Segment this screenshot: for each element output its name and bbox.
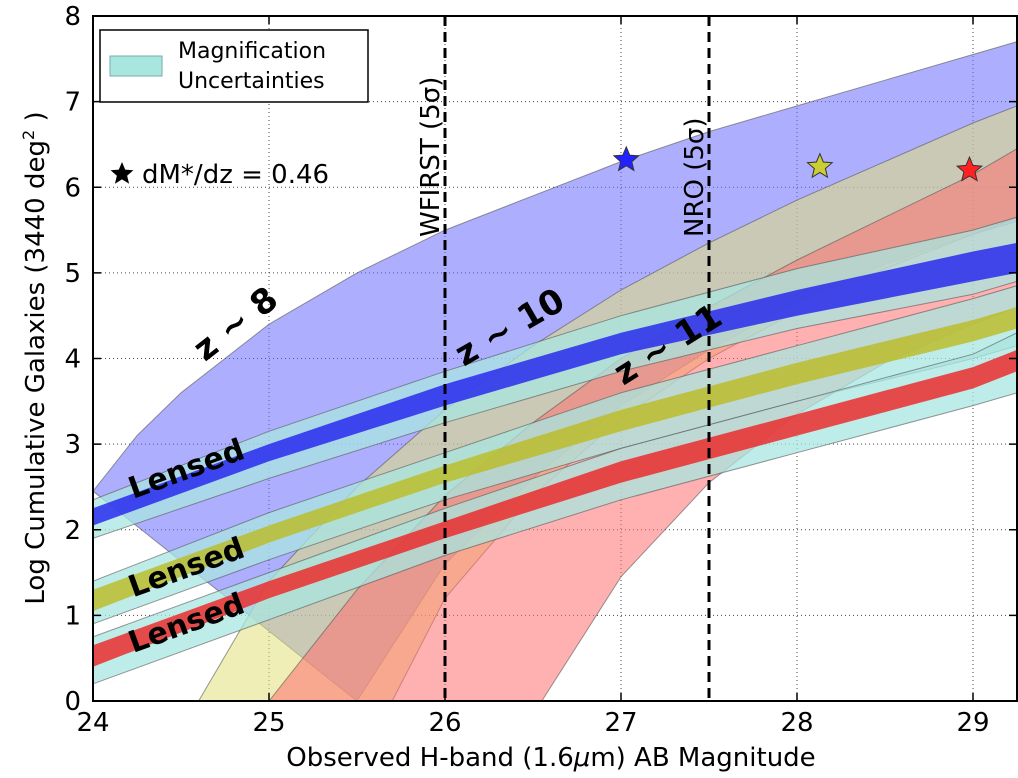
x-axis-label: Observed H-band (1.6μm) AB Magnitude xyxy=(286,743,815,773)
x-tick-label: 27 xyxy=(604,708,637,738)
lensed-series-band xyxy=(93,307,1017,612)
lensed-series-band xyxy=(93,242,1017,526)
y-tick-label: 8 xyxy=(64,2,81,32)
y-tick-label: 0 xyxy=(64,687,81,717)
x-tick-label: 28 xyxy=(780,708,813,738)
y-tick-label: 1 xyxy=(64,601,81,631)
x-tick-label: 26 xyxy=(428,708,461,738)
axis-ticks: 24 25 26 27 28 29 0 1 2 3 4 5 6 7 8 xyxy=(64,2,1017,738)
star-icon xyxy=(110,162,134,184)
annotation-text: dM*/dz = 0.46 xyxy=(142,160,329,190)
y-tick-label: 3 xyxy=(64,430,81,460)
y-tick-label: 6 xyxy=(64,173,81,203)
reference-line-label: NRO (5σ) xyxy=(680,117,710,237)
star-marker xyxy=(806,152,834,179)
x-tick-label: 25 xyxy=(252,708,285,738)
data-bands xyxy=(93,41,1017,701)
star-marker xyxy=(612,145,640,172)
y-tick-label: 7 xyxy=(64,88,81,118)
y-axis-label: Log Cumulative Galaxies (3440 deg2 ) xyxy=(19,111,51,604)
y-tick-label: 4 xyxy=(64,345,81,375)
legend-label-line2: Uncertainties xyxy=(178,69,325,94)
reference-line-label: WFIRST (5σ) xyxy=(416,77,446,237)
legend: Magnification Uncertainties xyxy=(99,29,369,103)
slope-annotation: dM*/dz = 0.46 xyxy=(110,160,329,190)
reference-lines: WFIRST (5σ) NRO (5σ) xyxy=(416,16,711,701)
y-tick-label: 5 xyxy=(64,259,81,289)
star-markers xyxy=(612,145,984,182)
legend-label-line1: Magnification xyxy=(178,39,326,64)
y-tick-label: 2 xyxy=(64,516,81,546)
x-tick-label: 24 xyxy=(76,708,109,738)
legend-swatch xyxy=(109,55,163,77)
star-marker xyxy=(955,155,984,182)
x-tick-label: 29 xyxy=(956,708,989,738)
lensed-series-band xyxy=(93,349,1017,667)
